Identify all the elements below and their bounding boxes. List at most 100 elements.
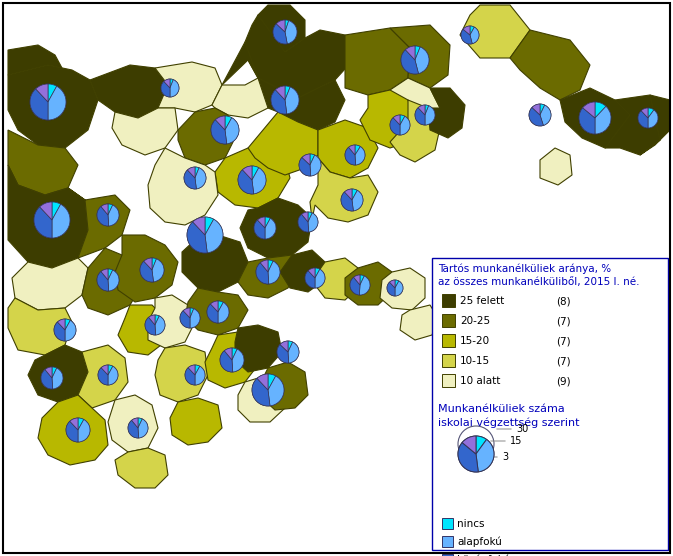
Circle shape [34,202,70,238]
Wedge shape [308,212,312,222]
Polygon shape [78,345,128,408]
Wedge shape [108,269,112,280]
Wedge shape [285,21,297,44]
Wedge shape [540,104,544,115]
Wedge shape [164,79,170,88]
Wedge shape [540,105,551,126]
Wedge shape [268,374,276,390]
Wedge shape [97,206,109,226]
Polygon shape [68,188,130,258]
Wedge shape [458,443,479,472]
Polygon shape [185,288,248,335]
Polygon shape [148,148,218,225]
Wedge shape [268,376,284,406]
Polygon shape [8,298,72,355]
Wedge shape [425,105,429,115]
Wedge shape [57,319,65,330]
Wedge shape [252,166,258,180]
Polygon shape [248,112,318,175]
Wedge shape [128,420,139,438]
Wedge shape [207,304,218,323]
Wedge shape [225,118,239,144]
Polygon shape [8,45,62,75]
Wedge shape [529,107,543,126]
Text: 10-15: 10-15 [460,356,490,366]
Polygon shape [560,88,630,148]
Wedge shape [341,192,353,211]
Polygon shape [38,395,108,465]
Wedge shape [595,106,611,134]
Polygon shape [235,325,282,372]
Text: 3: 3 [502,452,508,462]
Wedge shape [190,308,194,318]
Wedge shape [205,217,213,235]
Wedge shape [30,89,48,120]
Text: 25 felett: 25 felett [460,296,504,306]
Wedge shape [138,418,142,428]
Wedge shape [66,421,78,442]
Wedge shape [305,271,315,288]
Wedge shape [349,145,355,155]
Polygon shape [360,90,415,148]
Wedge shape [395,280,399,288]
Circle shape [184,167,206,189]
Wedge shape [215,116,225,130]
Wedge shape [352,189,357,200]
Wedge shape [258,217,265,228]
Bar [442,354,455,367]
Wedge shape [345,189,352,200]
Wedge shape [195,167,199,178]
Wedge shape [52,202,61,220]
Wedge shape [400,116,410,135]
Circle shape [238,166,266,194]
Wedge shape [648,110,658,128]
Bar [442,334,455,347]
Polygon shape [155,62,222,112]
Wedge shape [277,345,289,363]
Circle shape [54,319,76,341]
Text: (8): (8) [556,296,571,306]
Wedge shape [195,366,205,385]
Polygon shape [390,100,440,162]
Polygon shape [118,305,165,355]
Bar [442,374,455,387]
Wedge shape [52,204,70,238]
Wedge shape [470,26,474,35]
Circle shape [187,217,223,253]
Circle shape [256,260,280,284]
Wedge shape [145,317,155,335]
Wedge shape [97,271,109,291]
Wedge shape [65,319,70,330]
Polygon shape [115,235,178,302]
Wedge shape [36,84,48,102]
Circle shape [220,348,244,372]
Circle shape [299,154,321,176]
Wedge shape [308,213,318,232]
Text: 15: 15 [510,436,522,446]
Wedge shape [170,80,179,97]
Circle shape [254,217,276,239]
Wedge shape [40,202,52,220]
Polygon shape [345,262,392,305]
Wedge shape [275,86,285,100]
Wedge shape [302,212,308,222]
Polygon shape [390,25,450,88]
Polygon shape [148,295,195,348]
Polygon shape [108,395,158,452]
Wedge shape [310,155,321,176]
Wedge shape [138,419,148,438]
Text: Tartós munkanélküliek aránya, %: Tartós munkanélküliek aránya, % [438,264,611,275]
Polygon shape [212,78,278,118]
Text: iskolai végzettség szerint: iskolai végzettség szerint [438,417,579,428]
Wedge shape [192,217,205,235]
Polygon shape [90,65,168,118]
Polygon shape [380,268,425,310]
Wedge shape [360,275,364,285]
Text: 15-20: 15-20 [460,336,490,346]
Wedge shape [45,367,52,378]
Wedge shape [418,105,425,115]
Wedge shape [108,204,112,215]
Bar [442,554,453,556]
Wedge shape [195,168,206,189]
Circle shape [415,105,435,125]
